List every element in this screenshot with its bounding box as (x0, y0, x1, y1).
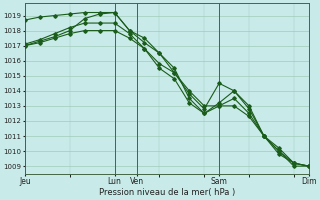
X-axis label: Pression niveau de la mer( hPa ): Pression niveau de la mer( hPa ) (99, 188, 235, 197)
